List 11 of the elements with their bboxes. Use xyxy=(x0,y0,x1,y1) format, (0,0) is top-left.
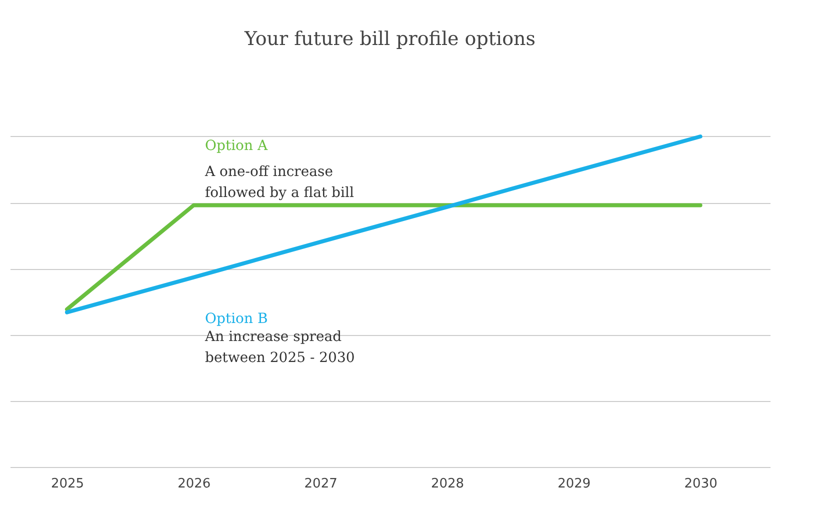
annotation: An increase spread between 2025 - 2030 xyxy=(204,329,355,366)
x-tick-label: 2029 xyxy=(558,476,591,492)
x-tick-label: 2028 xyxy=(430,476,464,492)
text: Option B xyxy=(205,311,268,327)
x-tick-label: 2026 xyxy=(178,476,211,492)
x-tick-label: 2027 xyxy=(304,476,338,492)
x-tick-label: 2030 xyxy=(684,476,718,492)
annotation: A one-off increase followed by a flat bill xyxy=(204,164,354,201)
chart-title: Your future bill profile options xyxy=(243,28,536,50)
text: Option A xyxy=(205,138,268,154)
x-tick-label: 2025 xyxy=(50,476,84,492)
